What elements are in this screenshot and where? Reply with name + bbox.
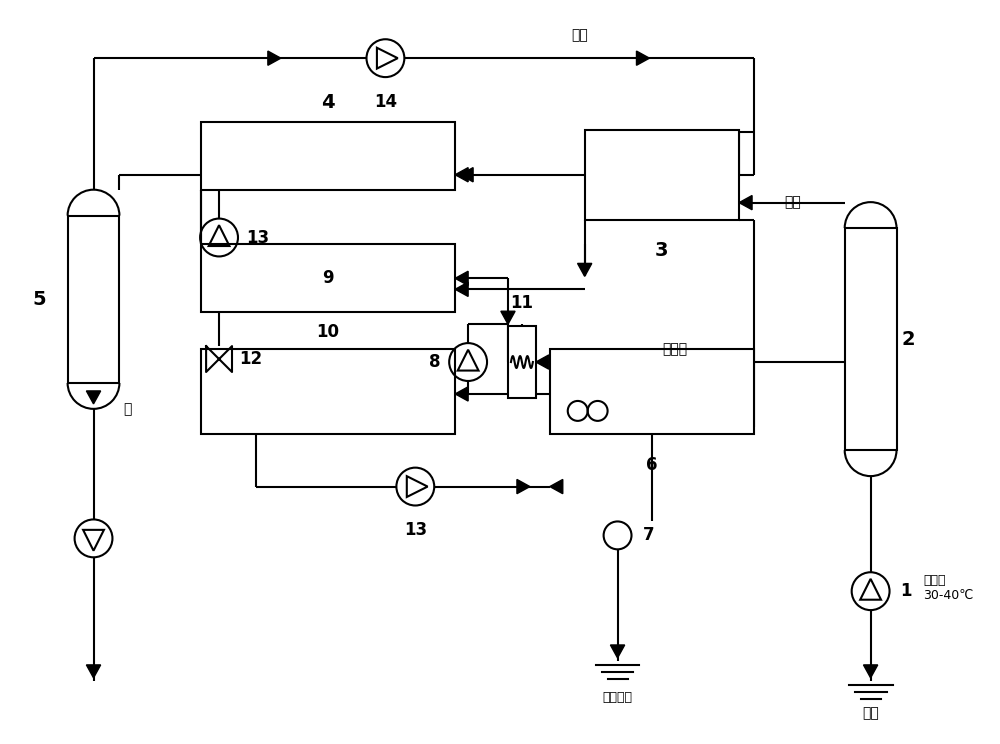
Polygon shape (739, 196, 752, 210)
Text: 油水: 油水 (784, 196, 801, 210)
Bar (201, 245, 455, 312)
Text: 天然气: 天然气 (662, 342, 687, 356)
Bar (585, 130, 739, 219)
Polygon shape (455, 167, 468, 182)
Text: 13: 13 (404, 522, 427, 539)
Text: 2: 2 (902, 330, 915, 349)
Text: 14: 14 (374, 93, 397, 111)
Bar (201, 349, 455, 434)
Polygon shape (536, 355, 549, 369)
Polygon shape (517, 479, 530, 494)
Bar (68, 216, 119, 383)
Bar (845, 228, 897, 450)
Polygon shape (455, 282, 468, 296)
Bar (201, 122, 455, 190)
Text: 6: 6 (646, 455, 658, 474)
Polygon shape (610, 645, 625, 658)
Text: 8: 8 (429, 353, 440, 371)
Polygon shape (268, 51, 281, 65)
Polygon shape (86, 391, 101, 404)
Polygon shape (455, 387, 468, 401)
Text: 油: 油 (123, 402, 132, 416)
Bar (550, 349, 754, 434)
Polygon shape (550, 479, 563, 494)
Text: 油井: 油井 (862, 706, 879, 719)
Text: 3: 3 (655, 242, 669, 260)
Polygon shape (455, 272, 468, 286)
Polygon shape (578, 263, 592, 276)
Polygon shape (636, 51, 649, 65)
Text: 13: 13 (246, 228, 269, 246)
Text: 12: 12 (239, 350, 262, 368)
Bar (508, 326, 536, 398)
Polygon shape (460, 167, 473, 182)
Text: 污水: 污水 (571, 28, 588, 42)
Text: 9: 9 (322, 269, 334, 287)
Text: 11: 11 (510, 294, 533, 312)
Polygon shape (863, 665, 878, 678)
Text: 5: 5 (33, 289, 47, 309)
Text: 油气水
30-40℃: 油气水 30-40℃ (923, 574, 974, 602)
Polygon shape (501, 311, 515, 324)
Text: 1: 1 (900, 582, 912, 600)
Text: 10: 10 (317, 323, 340, 341)
Text: 4: 4 (321, 93, 335, 112)
Polygon shape (86, 665, 101, 678)
Text: 7: 7 (642, 527, 654, 545)
Text: 污水排放: 污水排放 (603, 691, 633, 705)
